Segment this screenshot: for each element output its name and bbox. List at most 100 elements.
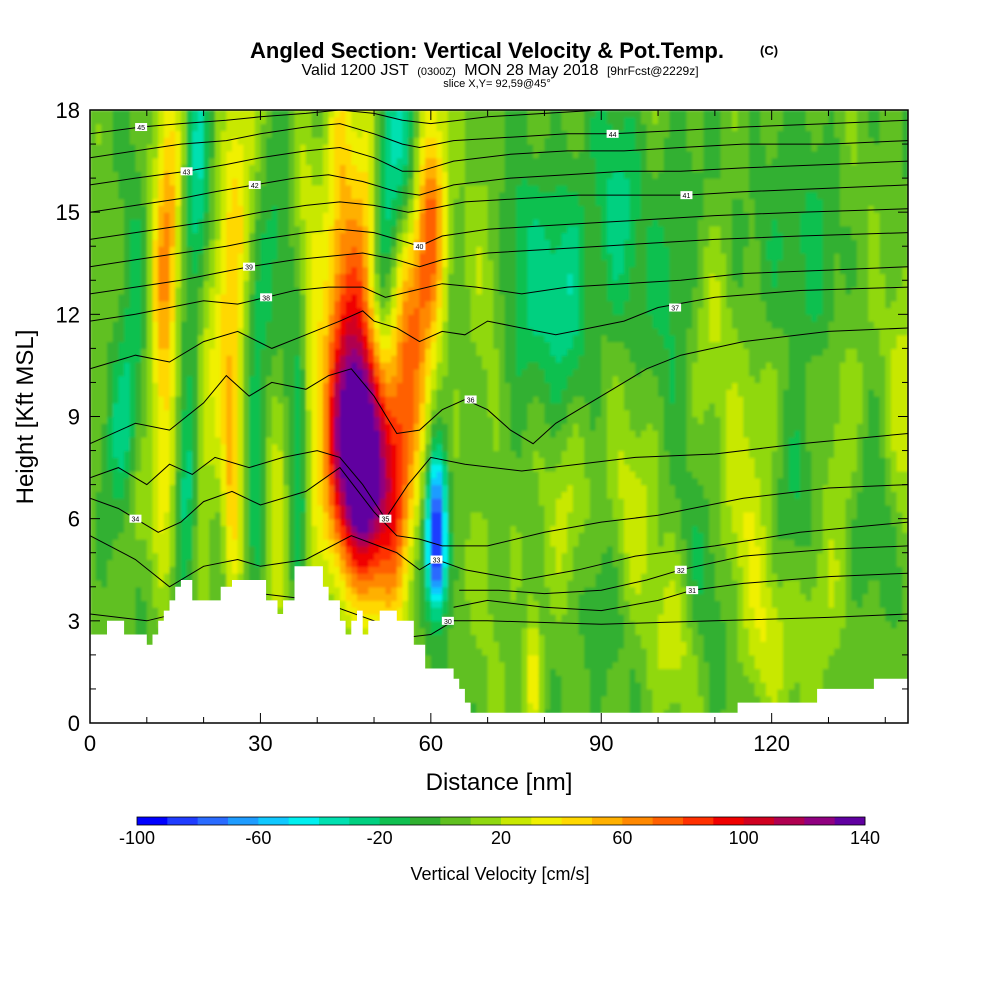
velocity-cell bbox=[305, 484, 313, 493]
velocity-cell bbox=[232, 552, 239, 561]
velocity-cell bbox=[396, 273, 404, 281]
velocity-cell bbox=[158, 552, 165, 561]
velocity-cell bbox=[197, 205, 205, 213]
velocity-cell bbox=[288, 218, 296, 227]
velocity-cell bbox=[249, 144, 256, 152]
velocity-cell bbox=[266, 239, 273, 247]
velocity-cell bbox=[186, 355, 193, 363]
velocity-cell bbox=[305, 491, 313, 499]
velocity-cell bbox=[169, 436, 176, 445]
velocity-cell bbox=[112, 409, 119, 418]
velocity-cell bbox=[118, 484, 125, 493]
velocity-cell bbox=[266, 184, 273, 193]
velocity-cell bbox=[112, 389, 119, 397]
velocity-cell bbox=[146, 532, 154, 540]
velocity-cell bbox=[118, 362, 125, 370]
velocity-cell bbox=[339, 362, 347, 370]
velocity-cell bbox=[243, 300, 250, 309]
velocity-cell bbox=[294, 178, 301, 186]
velocity-cell bbox=[391, 511, 398, 520]
velocity-cell bbox=[124, 287, 131, 295]
velocity-cell bbox=[266, 116, 273, 125]
velocity-cell bbox=[260, 178, 267, 186]
velocity-cell bbox=[158, 259, 165, 268]
velocity-cell bbox=[396, 314, 404, 322]
velocity-cell bbox=[129, 443, 137, 452]
velocity-cell bbox=[107, 348, 114, 356]
velocity-cell bbox=[209, 218, 216, 227]
velocity-cell bbox=[351, 212, 358, 220]
velocity-cell bbox=[112, 484, 119, 493]
velocity-cell bbox=[203, 593, 210, 601]
velocity-cell bbox=[220, 532, 227, 540]
velocity-cell bbox=[351, 130, 358, 138]
velocity-cell bbox=[129, 184, 137, 193]
velocity-cell bbox=[220, 477, 227, 486]
velocity-cell bbox=[288, 470, 296, 479]
velocity-cell bbox=[107, 539, 114, 547]
velocity-cell bbox=[209, 110, 216, 118]
velocity-cell bbox=[391, 287, 398, 295]
velocity-cell bbox=[112, 198, 119, 206]
velocity-cell bbox=[112, 110, 119, 118]
velocity-cell bbox=[374, 287, 381, 295]
velocity-cell bbox=[209, 409, 216, 418]
velocity-cell bbox=[277, 443, 284, 452]
velocity-cell bbox=[220, 382, 227, 390]
velocity-cell bbox=[271, 545, 279, 554]
velocity-cell bbox=[112, 171, 119, 179]
slice-label: slice X,Y= 92,59@45° bbox=[443, 78, 551, 90]
velocity-cell bbox=[368, 430, 375, 438]
velocity-cell bbox=[334, 293, 341, 302]
velocity-cell bbox=[391, 484, 398, 493]
velocity-cell bbox=[396, 341, 404, 349]
velocity-cell bbox=[368, 464, 375, 472]
velocity-cell bbox=[391, 266, 398, 275]
velocity-cell bbox=[305, 348, 313, 356]
velocity-cell bbox=[141, 157, 148, 166]
velocity-cell bbox=[339, 293, 347, 302]
velocity-cell bbox=[391, 130, 398, 138]
velocity-cell bbox=[271, 539, 279, 547]
velocity-cell bbox=[294, 498, 301, 506]
velocity-cell bbox=[209, 511, 216, 520]
velocity-cell bbox=[379, 293, 386, 302]
velocity-cell bbox=[129, 368, 137, 377]
velocity-cell bbox=[175, 355, 182, 363]
velocity-cell bbox=[266, 171, 273, 179]
velocity-cell bbox=[339, 300, 347, 309]
velocity-cell bbox=[311, 334, 318, 343]
velocity-cell bbox=[237, 443, 244, 452]
velocity-cell bbox=[294, 409, 301, 418]
velocity-cell bbox=[169, 579, 176, 588]
velocity-cell bbox=[163, 259, 171, 268]
velocity-cell bbox=[339, 123, 347, 132]
velocity-cell bbox=[249, 552, 256, 561]
velocity-cell bbox=[362, 586, 369, 595]
velocity-cell bbox=[379, 218, 386, 227]
velocity-cell bbox=[317, 178, 324, 186]
velocity-cell bbox=[197, 157, 205, 166]
velocity-cell bbox=[118, 239, 125, 247]
velocity-cell bbox=[203, 212, 210, 220]
velocity-cell bbox=[374, 470, 381, 479]
velocity-cell bbox=[124, 198, 131, 206]
velocity-cell bbox=[209, 552, 216, 561]
velocity-cell bbox=[95, 368, 102, 377]
velocity-cell bbox=[243, 470, 250, 479]
velocity-cell bbox=[396, 184, 404, 193]
velocity-cell bbox=[260, 273, 267, 281]
velocity-cell bbox=[232, 457, 239, 465]
velocity-cell bbox=[158, 212, 165, 220]
velocity-cell bbox=[396, 396, 404, 404]
velocity-cell bbox=[317, 532, 324, 540]
velocity-cell bbox=[328, 123, 335, 132]
velocity-cell bbox=[300, 525, 307, 533]
velocity-cell bbox=[368, 218, 375, 227]
velocity-cell bbox=[334, 116, 341, 125]
velocity-cell bbox=[322, 191, 330, 200]
velocity-cell bbox=[283, 150, 290, 159]
velocity-cell bbox=[124, 532, 131, 540]
velocity-cell bbox=[118, 171, 125, 179]
velocity-cell bbox=[209, 396, 216, 404]
